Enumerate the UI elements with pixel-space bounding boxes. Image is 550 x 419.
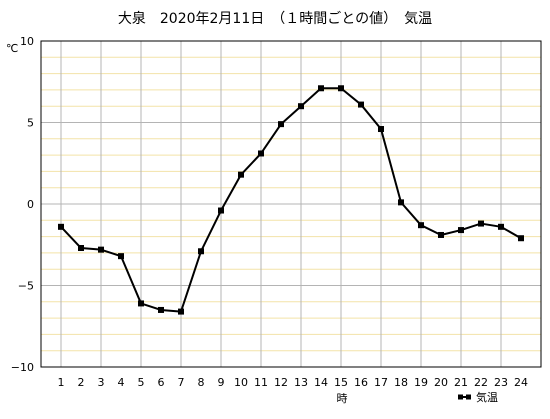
data-point bbox=[318, 85, 324, 92]
data-point bbox=[138, 300, 144, 307]
legend-label: 気温 bbox=[476, 390, 498, 404]
x-tick-labels: 1 2 3 4 5 6 7 8 9 10 11 12 13 14 15 16 17 18 19 20 21 22 23 24 bbox=[58, 376, 529, 389]
x-tick-label: 18 bbox=[394, 376, 408, 389]
y-tick-label: −10 bbox=[11, 361, 34, 374]
data-point bbox=[518, 235, 524, 242]
data-point bbox=[158, 306, 164, 313]
y-tick-label: 10 bbox=[20, 35, 34, 48]
data-point bbox=[378, 126, 384, 133]
data-point bbox=[498, 223, 504, 230]
x-tick-label: 20 bbox=[434, 376, 448, 389]
x-tick-label: 5 bbox=[138, 376, 145, 389]
x-tick-label: 17 bbox=[374, 376, 388, 389]
data-point bbox=[418, 222, 424, 229]
x-axis-label: 時 bbox=[337, 392, 348, 405]
minor-grid bbox=[41, 56, 541, 352]
y-tick-labels: 10 5 0 −5 −10 bbox=[11, 35, 34, 374]
x-tick-label: 8 bbox=[198, 376, 205, 389]
data-point bbox=[298, 103, 304, 110]
x-tick-label: 7 bbox=[178, 376, 185, 389]
data-point bbox=[198, 248, 204, 255]
data-point bbox=[78, 245, 84, 252]
data-point bbox=[98, 246, 104, 253]
x-tick-label: 12 bbox=[274, 376, 288, 389]
data-point bbox=[478, 220, 484, 227]
data-point bbox=[278, 121, 284, 128]
data-point bbox=[118, 253, 124, 260]
x-tick-label: 11 bbox=[254, 376, 268, 389]
series-temperature bbox=[58, 85, 524, 315]
data-point bbox=[178, 308, 184, 315]
x-tick-label: 4 bbox=[118, 376, 125, 389]
data-point bbox=[218, 207, 224, 214]
x-tick-label: 2 bbox=[78, 376, 85, 389]
data-point bbox=[338, 85, 344, 92]
data-point bbox=[458, 227, 464, 234]
y-tick-label: 0 bbox=[27, 198, 34, 211]
x-tick-label: 21 bbox=[454, 376, 468, 389]
legend-marker bbox=[458, 394, 463, 400]
x-tick-label: 9 bbox=[218, 376, 225, 389]
y-tick-label: 5 bbox=[27, 117, 34, 130]
data-point bbox=[358, 101, 364, 108]
data-point bbox=[438, 231, 444, 238]
data-point bbox=[258, 150, 264, 157]
x-tick-label: 23 bbox=[494, 376, 508, 389]
chart-title: 大泉 2020年2月11日 （１時間ごとの値） 気温 bbox=[117, 11, 433, 27]
x-tick-label: 13 bbox=[294, 376, 308, 389]
data-point bbox=[238, 171, 244, 178]
legend-marker bbox=[466, 394, 471, 400]
x-tick-label: 6 bbox=[158, 376, 165, 389]
x-tick-label: 22 bbox=[474, 376, 488, 389]
x-tick-label: 24 bbox=[514, 376, 528, 389]
plot-frame bbox=[40, 40, 542, 368]
x-tick-label: 1 bbox=[58, 376, 65, 389]
data-point bbox=[398, 199, 404, 206]
x-tick-label: 19 bbox=[414, 376, 428, 389]
x-tick-label: 15 bbox=[334, 376, 348, 389]
x-tick-label: 16 bbox=[354, 376, 368, 389]
y-axis-label: ℃ bbox=[6, 42, 18, 55]
series-line bbox=[60, 87, 522, 313]
legend: 気温 bbox=[458, 390, 498, 404]
y-tick-label: −5 bbox=[18, 280, 34, 293]
x-tick-label: 14 bbox=[314, 376, 328, 389]
x-tick-label: 3 bbox=[98, 376, 105, 389]
x-tick-label: 10 bbox=[234, 376, 248, 389]
data-point bbox=[58, 223, 64, 230]
